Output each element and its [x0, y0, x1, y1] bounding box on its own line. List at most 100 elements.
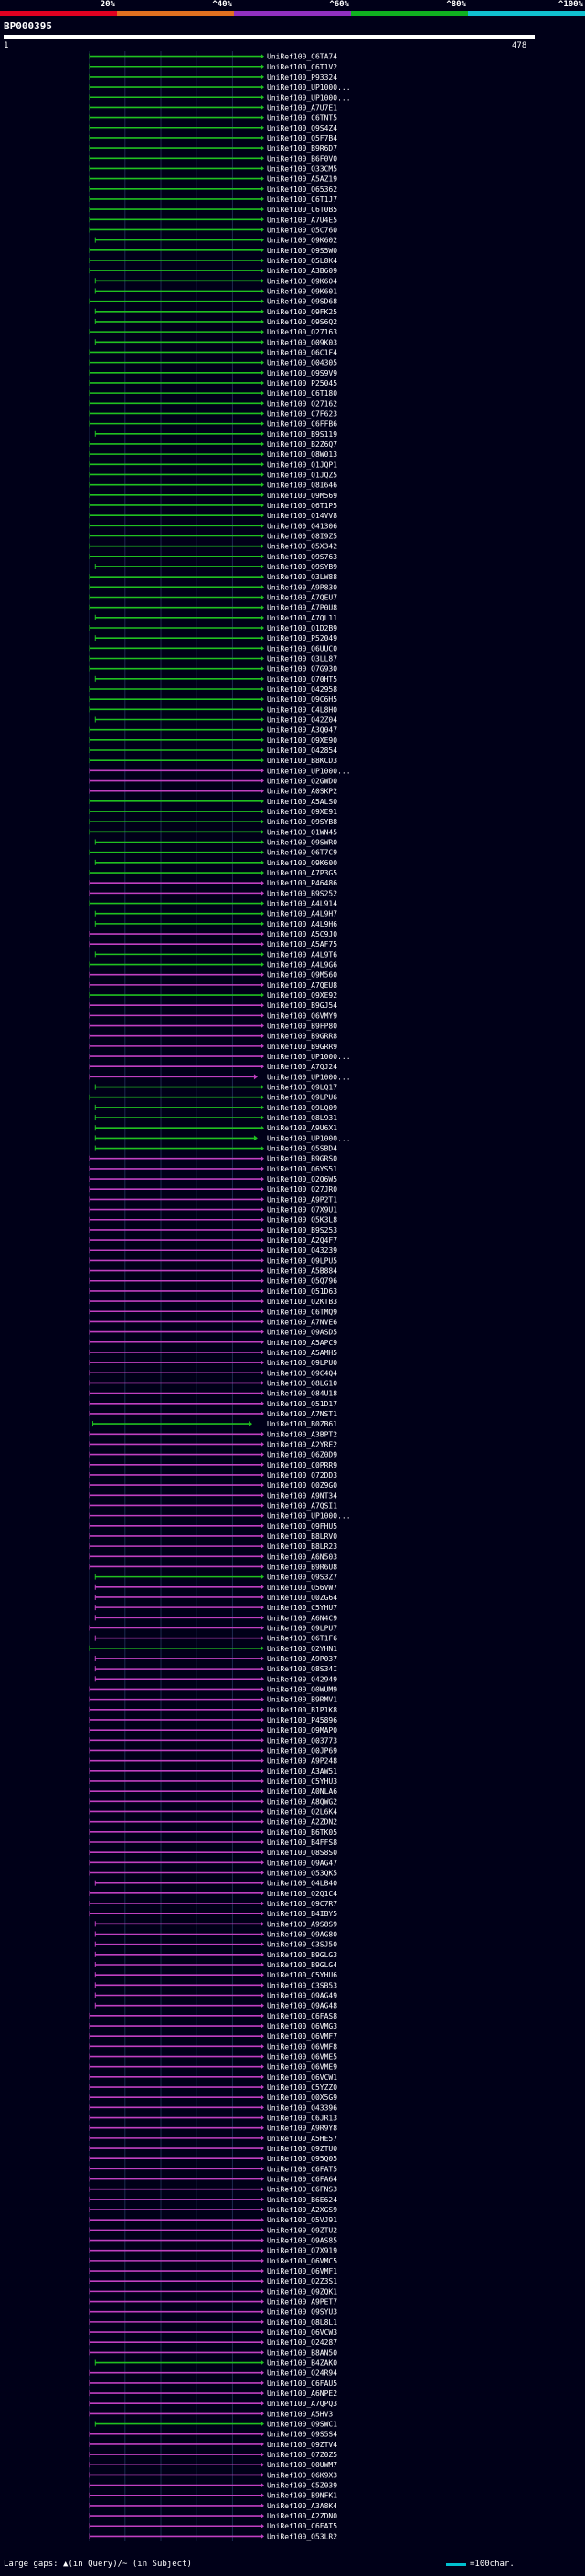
hit-label[interactable]: UniRef100_Q53LR2 — [267, 2532, 337, 2540]
hit-label[interactable]: UniRef100_Q7X9U1 — [267, 1206, 337, 1214]
hit-label[interactable]: UniRef100_Q9ZQK1 — [267, 2287, 337, 2295]
hit-label[interactable]: UniRef100_A3A8K4 — [267, 2502, 337, 2510]
hit-label[interactable]: UniRef100_Q51D63 — [267, 1288, 337, 1296]
hit-label[interactable]: UniRef100_P45896 — [267, 1716, 337, 1724]
hit-label[interactable]: UniRef100_Q9ZTU0 — [267, 2145, 337, 2153]
hit-label[interactable]: UniRef100_Q9M560 — [267, 971, 337, 980]
hit-label[interactable]: UniRef100_Q5Q796 — [267, 1277, 337, 1286]
hit-label[interactable]: UniRef100_Q9S763 — [267, 553, 337, 561]
hit-label[interactable]: UniRef100_Q2GWD0 — [267, 778, 337, 786]
hit-label[interactable]: UniRef100_Q6VMY9 — [267, 1012, 337, 1020]
hit-label[interactable]: UniRef100_C3SB53 — [267, 1981, 337, 1989]
hit-label[interactable]: UniRef100_Q6VCW1 — [267, 2073, 337, 2082]
hit-label[interactable]: UniRef100_Q9XE92 — [267, 991, 337, 1000]
hit-label[interactable]: UniRef100_P25045 — [267, 379, 337, 387]
hit-label[interactable]: UniRef100_B9R6D7 — [267, 144, 337, 153]
hit-label[interactable]: UniRef100_A9PET7 — [267, 2298, 337, 2306]
hit-label[interactable]: UniRef100_A7QJ24 — [267, 1063, 337, 1071]
hit-label[interactable]: UniRef100_B9GRR9 — [267, 1043, 337, 1051]
hit-label[interactable]: UniRef100_A7P3G5 — [267, 869, 337, 877]
hit-label[interactable]: UniRef100_A9U6X1 — [267, 1124, 337, 1132]
hit-label[interactable]: UniRef100_Q9ASD5 — [267, 1329, 337, 1337]
hit-label[interactable]: UniRef100_Q9AG48 — [267, 2002, 337, 2010]
hit-label[interactable]: UniRef100_Q2Q6W5 — [267, 1175, 337, 1183]
hit-label[interactable]: UniRef100_A7QEU8 — [267, 981, 337, 990]
hit-label[interactable]: UniRef100_C6T1J7 — [267, 196, 337, 204]
hit-label[interactable]: UniRef100_Q1WN45 — [267, 828, 337, 836]
hit-label[interactable]: UniRef100_Q5VJ91 — [267, 2216, 337, 2224]
hit-label[interactable]: UniRef100_A7U7E1 — [267, 103, 337, 111]
hit-label[interactable]: UniRef100_Q3LL87 — [267, 654, 337, 663]
hit-label[interactable]: UniRef100_Q9LPU5 — [267, 1256, 337, 1265]
hit-label[interactable]: UniRef100_Q8L931 — [267, 1114, 337, 1122]
hit-label[interactable]: UniRef100_Q9LPU7 — [267, 1624, 337, 1632]
hit-label[interactable]: UniRef100_Q2Z3S1 — [267, 2277, 337, 2285]
hit-label[interactable]: UniRef100_Q0X5G9 — [267, 2094, 337, 2102]
hit-label[interactable]: UniRef100_Q6VMG3 — [267, 2022, 337, 2030]
hit-label[interactable]: UniRef100_A9P2T1 — [267, 1195, 337, 1203]
hit-label[interactable]: UniRef100_B4ZAK0 — [267, 2359, 337, 2368]
hit-label[interactable]: UniRef100_Q42Z04 — [267, 716, 337, 725]
hit-label[interactable]: UniRef100_Q6Z0D9 — [267, 1451, 337, 1459]
hit-label[interactable]: UniRef100_Q04305 — [267, 359, 337, 367]
hit-label[interactable]: UniRef100_Q0WUM9 — [267, 1685, 337, 1693]
hit-label[interactable]: UniRef100_Q9SYU3 — [267, 2308, 337, 2316]
hit-label[interactable]: UniRef100_Q95Q05 — [267, 2155, 337, 2163]
hit-label[interactable]: UniRef100_A2ZDN0 — [267, 2512, 337, 2520]
hit-label[interactable]: UniRef100_B8LRV0 — [267, 1532, 337, 1541]
hit-label[interactable]: UniRef100_Q33CM5 — [267, 164, 337, 173]
hit-label[interactable]: UniRef100_Q9S5W0 — [267, 247, 337, 255]
hit-label[interactable]: UniRef100_C5YHU7 — [267, 1604, 337, 1612]
hit-label[interactable]: UniRef100_Q9SYB9 — [267, 563, 337, 571]
hit-label[interactable]: UniRef100_Q0Z9G0 — [267, 1481, 337, 1489]
hit-label[interactable]: UniRef100_Q56VW7 — [267, 1584, 337, 1592]
hit-label[interactable]: UniRef100_Q09K03 — [267, 338, 337, 346]
hit-label[interactable]: UniRef100_C0PRR9 — [267, 1461, 337, 1469]
hit-label[interactable]: UniRef100_Q9ZTU2 — [267, 2226, 337, 2234]
hit-label[interactable]: UniRef100_C6FNS3 — [267, 2186, 337, 2194]
hit-label[interactable]: UniRef100_B1P1K8 — [267, 1706, 337, 1714]
hit-label[interactable]: UniRef100_Q9MAP0 — [267, 1726, 337, 1734]
hit-label[interactable]: UniRef100_Q9AS85 — [267, 2237, 337, 2245]
hit-label[interactable]: UniRef100_Q9XE91 — [267, 808, 337, 816]
hit-label[interactable]: UniRef100_Q9C6H5 — [267, 695, 337, 704]
hit-label[interactable]: UniRef100_Q42854 — [267, 747, 337, 755]
hit-label[interactable]: UniRef100_Q6VMC5 — [267, 2257, 337, 2265]
hit-label[interactable]: UniRef100_Q9XE90 — [267, 737, 337, 745]
hit-label[interactable]: UniRef100_B9S119 — [267, 430, 337, 439]
hit-label[interactable]: UniRef100_Q2L6K4 — [267, 1807, 337, 1816]
hit-label[interactable]: UniRef100_Q1JQP1 — [267, 461, 337, 469]
hit-label[interactable]: UniRef100_Q8S34I — [267, 1665, 337, 1673]
hit-label[interactable]: UniRef100_Q27163 — [267, 328, 337, 336]
hit-label[interactable]: UniRef100_C5YHU6 — [267, 1971, 337, 1979]
hit-label[interactable]: UniRef100_Q0JP69 — [267, 1746, 337, 1754]
hit-label[interactable]: UniRef100_B9GRS0 — [267, 1155, 337, 1163]
hit-label[interactable]: UniRef100_Q2KTB3 — [267, 1298, 337, 1306]
hit-label[interactable]: UniRef100_Q24R94 — [267, 2369, 337, 2378]
hit-label[interactable]: UniRef100_Q9SWC1 — [267, 2421, 337, 2429]
hit-label[interactable]: UniRef100_Q6C1F4 — [267, 348, 337, 356]
hit-label[interactable]: UniRef100_A5HE57 — [267, 2135, 337, 2143]
hit-label[interactable]: UniRef100_C6FAT5 — [267, 2165, 337, 2173]
hit-label[interactable]: UniRef100_A7NVE6 — [267, 1318, 337, 1326]
hit-label[interactable]: UniRef100_B9S252 — [267, 889, 337, 897]
hit-label[interactable]: UniRef100_A4L914 — [267, 900, 337, 908]
hit-label[interactable]: UniRef100_Q9K601 — [267, 287, 337, 295]
hit-label[interactable]: UniRef100_Q9C7R7 — [267, 1900, 337, 1908]
hit-label[interactable]: UniRef100_A7QEU7 — [267, 593, 337, 601]
hit-label[interactable]: UniRef100_Q5C760 — [267, 226, 337, 234]
hit-label[interactable]: UniRef100_B4IBY5 — [267, 1910, 337, 1918]
hit-label[interactable]: UniRef100_Q9K604 — [267, 277, 337, 285]
hit-label[interactable]: UniRef100_C5Z039 — [267, 2482, 337, 2490]
hit-label[interactable]: UniRef100_Q42958 — [267, 685, 337, 694]
hit-label[interactable]: UniRef100_C6FAU5 — [267, 2380, 337, 2388]
hit-label[interactable]: UniRef100_Q8LG10 — [267, 1379, 337, 1387]
hit-label[interactable]: UniRef100_A3AW51 — [267, 1767, 337, 1776]
hit-label[interactable]: UniRef100_A2Q4F7 — [267, 1236, 337, 1245]
hit-label[interactable]: UniRef100_C6TNT5 — [267, 114, 337, 122]
hit-label[interactable]: UniRef100_Q6VMF7 — [267, 2032, 337, 2041]
hit-label[interactable]: UniRef100_Q9C4Q4 — [267, 1369, 337, 1377]
hit-label[interactable]: UniRef100_Q6VMF1 — [267, 2267, 337, 2275]
hit-label[interactable]: UniRef100_A9S8S9 — [267, 1920, 337, 1928]
hit-label[interactable]: UniRef100_A3Q047 — [267, 726, 337, 735]
